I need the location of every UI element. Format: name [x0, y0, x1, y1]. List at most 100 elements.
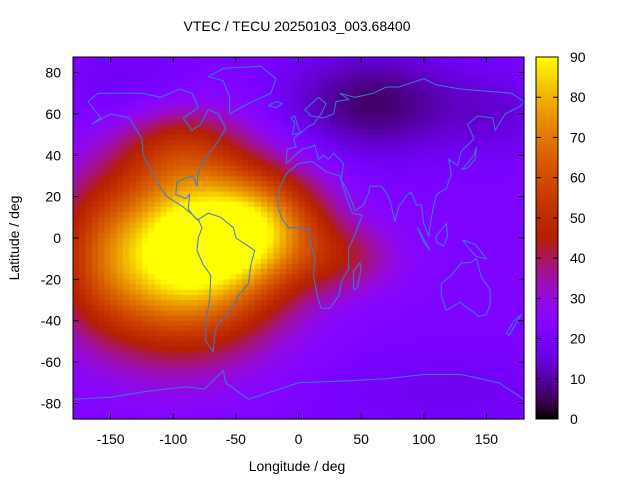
heat-cell [411, 72, 419, 79]
heat-cell [73, 139, 80, 146]
heat-cell [116, 253, 124, 260]
heat-cell [179, 72, 187, 79]
heat-cell [104, 217, 112, 224]
heat-cell [361, 217, 368, 224]
heat-cell [110, 305, 118, 311]
heat-cell [192, 305, 199, 311]
heat-cell [379, 393, 387, 399]
heat-cell [254, 212, 262, 218]
heat-cell [298, 253, 306, 260]
heat-cell [173, 413, 181, 420]
heat-cell [386, 413, 394, 420]
heat-cell [461, 129, 469, 136]
heat-cell [129, 336, 137, 343]
heat-cell [411, 113, 419, 120]
heat-cell [192, 356, 199, 363]
heat-cell [141, 129, 149, 136]
heat-cell [79, 269, 87, 275]
heat-cell [361, 170, 368, 177]
heat-cell [160, 269, 168, 275]
heat-cell [123, 124, 130, 130]
heat-cell [386, 393, 394, 399]
heat-cell [166, 160, 174, 167]
heat-cell [110, 372, 118, 379]
heat-cell [392, 413, 400, 420]
heat-cell [379, 243, 387, 249]
heat-cell [160, 186, 168, 193]
heat-cell [160, 170, 168, 177]
heat-cell [398, 398, 406, 405]
heat-cell [141, 82, 149, 89]
heat-cell [129, 150, 137, 156]
heat-cell [166, 253, 174, 260]
heat-cell [386, 139, 394, 146]
heat-cell [135, 372, 143, 379]
heat-cell [417, 408, 425, 415]
heat-cell [160, 113, 168, 120]
heat-cell [392, 393, 400, 399]
heat-cell [354, 310, 362, 317]
heat-cell [198, 403, 206, 410]
heat-cell [273, 165, 281, 172]
heat-cell [404, 170, 412, 177]
heat-cell [91, 300, 99, 306]
heat-cell [116, 274, 124, 280]
heat-cell [480, 238, 488, 244]
heat-cell [467, 113, 475, 120]
heat-cell [398, 88, 406, 94]
heat-cell [348, 279, 356, 286]
heat-cell [304, 160, 312, 167]
heat-cell [480, 305, 488, 311]
heat-cell [379, 310, 387, 317]
heat-cell [73, 341, 80, 348]
heat-cell [198, 222, 206, 229]
heat-cell [480, 227, 488, 234]
heat-cell [486, 315, 494, 322]
heat-cell [73, 201, 80, 208]
heat-cell [398, 170, 406, 177]
heat-cell [292, 274, 300, 280]
heat-cell [248, 62, 256, 68]
heat-cell [480, 274, 488, 280]
heat-cell [461, 413, 469, 420]
heat-cell [217, 232, 224, 239]
heat-cell [392, 103, 400, 110]
heat-cell [204, 77, 212, 84]
heat-cell [430, 113, 437, 120]
heat-cell [492, 77, 500, 84]
heat-cell [336, 336, 343, 343]
heat-cell [210, 315, 218, 322]
heat-cell [91, 279, 99, 286]
heat-cell [154, 367, 162, 374]
heat-cell [436, 315, 444, 322]
heat-cell [85, 248, 93, 255]
heat-cell [198, 294, 206, 301]
heat-cell [379, 336, 387, 343]
heat-cell [323, 165, 331, 172]
heat-cell [348, 310, 356, 317]
heat-cell [467, 289, 475, 296]
heat-cell [304, 289, 312, 296]
heat-cell [248, 398, 256, 405]
heat-cell [492, 408, 500, 415]
heat-cell [235, 377, 243, 384]
heat-cell [73, 382, 80, 389]
heat-cell [98, 88, 105, 94]
heat-cell [248, 129, 256, 136]
heat-cell [123, 232, 130, 239]
heat-cell [229, 346, 237, 353]
heat-cell [361, 238, 368, 244]
heat-cell [160, 196, 168, 203]
heat-cell [373, 88, 381, 94]
heat-cell [311, 362, 318, 368]
heat-cell [242, 289, 249, 296]
heat-cell [166, 367, 174, 374]
heat-cell [242, 57, 249, 63]
heat-cell [148, 263, 156, 270]
heat-cell [185, 289, 193, 296]
heat-cell [104, 356, 112, 363]
heat-cell [329, 144, 337, 151]
heat-cell [329, 253, 337, 260]
heat-cell [311, 181, 318, 187]
heat-cell [423, 325, 431, 332]
